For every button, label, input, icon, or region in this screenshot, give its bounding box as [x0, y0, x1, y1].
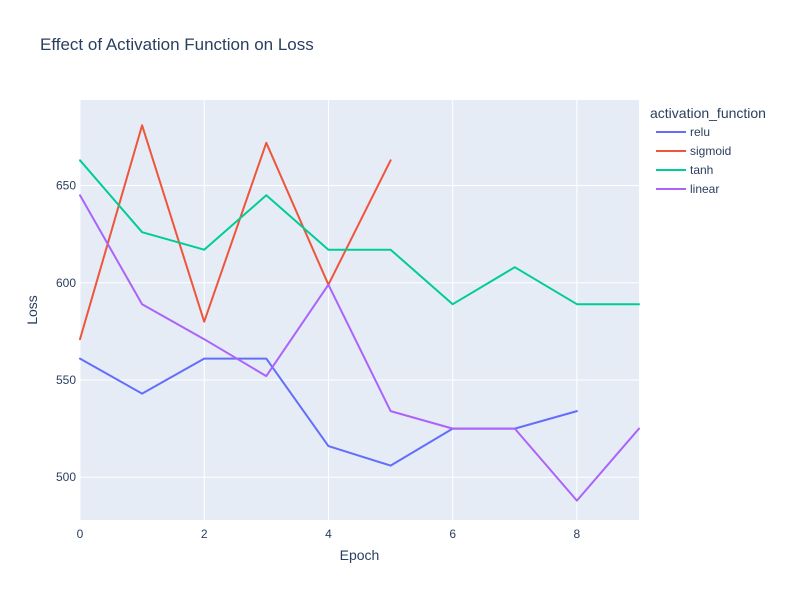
x-axis-ticks: 0 2 4 6 8 — [77, 527, 581, 541]
series-line-sigmoid — [79, 124, 392, 341]
chart-title: Effect of Activation Function on Loss — [40, 35, 314, 54]
y-axis-title: Loss — [24, 295, 40, 325]
series-line-tanh — [79, 159, 640, 306]
series-line-linear — [79, 194, 640, 502]
x-tick-label: 4 — [325, 527, 332, 541]
gridlines — [79, 100, 639, 520]
legend-item-relu: relu — [690, 125, 710, 139]
legend-item-tanh: tanh — [690, 163, 713, 177]
legend-title: activation_function — [650, 105, 766, 121]
series-lines — [79, 124, 640, 502]
legend-item-linear: linear — [690, 182, 719, 196]
x-axis-title: Epoch — [340, 547, 380, 563]
y-axis-ticks: 500 550 600 650 — [56, 179, 76, 485]
legend: activation_function relu sigmoid tanh linea… — [650, 105, 766, 196]
y-tick-label: 550 — [56, 373, 76, 387]
x-tick-label: 2 — [201, 527, 208, 541]
x-tick-label: 0 — [77, 527, 84, 541]
x-tick-label: 6 — [449, 527, 456, 541]
y-tick-label: 500 — [56, 470, 76, 484]
plot-area — [80, 100, 639, 520]
y-tick-label: 650 — [56, 179, 76, 193]
x-tick-label: 8 — [574, 527, 581, 541]
legend-item-sigmoid: sigmoid — [690, 144, 731, 158]
y-tick-label: 600 — [56, 276, 76, 290]
